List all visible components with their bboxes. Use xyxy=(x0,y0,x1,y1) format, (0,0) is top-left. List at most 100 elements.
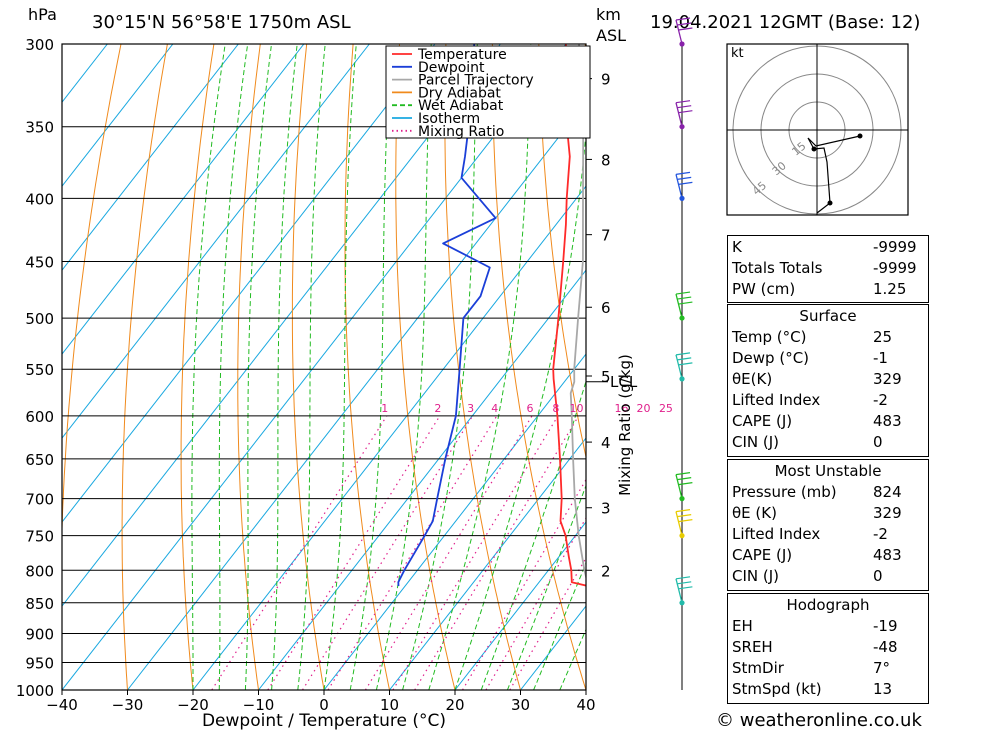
wind-barb-flag xyxy=(677,105,692,109)
wind-barb-flag xyxy=(675,17,691,21)
dewpoint-line xyxy=(397,44,497,587)
x-tick-label: −20 xyxy=(177,696,209,714)
surface-temp-label: Temp (°C) xyxy=(732,328,807,346)
wind-barb-flag xyxy=(677,514,692,518)
legend-entry-label: Wet Adiabat xyxy=(418,98,504,114)
km-tick-label: 3 xyxy=(601,500,611,518)
mu-theta-e-label: θE (K) xyxy=(732,504,777,522)
wet-adiabat-line xyxy=(323,44,357,690)
wind-barb-flag xyxy=(678,586,693,590)
totals-totals-label: Totals Totals xyxy=(732,259,823,277)
surface-theta-e-label: θE(K) xyxy=(732,370,773,388)
mu-cape-value: 483 xyxy=(873,546,902,564)
isotherm-line xyxy=(454,521,586,690)
most-unstable-panel: Most Unstable Pressure (mb) 824 θE (K) 3… xyxy=(727,459,929,591)
isotherm-line xyxy=(258,269,586,690)
surface-dewp-value: -1 xyxy=(873,349,888,367)
mixing-ratio-line xyxy=(414,415,580,690)
wind-barb-flag xyxy=(675,509,691,513)
pressure-unit-label: hPa xyxy=(28,5,57,24)
mu-cin-value: 0 xyxy=(873,567,883,585)
k-index-value: -9999 xyxy=(873,238,917,256)
wet-adiabat-line xyxy=(454,125,586,690)
mixing-ratio-labels: 1 2 3 4 6 8 10 16 20 25 xyxy=(381,402,673,415)
stmspd-row: StmSpd (kt) 13 xyxy=(728,679,928,700)
hodograph-point xyxy=(811,146,817,152)
sreh-row: SREH -48 xyxy=(728,637,928,658)
wind-barb-staff xyxy=(675,293,683,319)
wind-barb-flag xyxy=(675,352,691,356)
mu-cin-row: CIN (J) 0 xyxy=(728,566,928,587)
mixing-ratio-label: 1 xyxy=(381,402,388,415)
wind-barb-flag xyxy=(678,181,693,185)
wind-barb-flag xyxy=(678,301,693,305)
mu-pressure-value: 824 xyxy=(873,483,902,501)
wind-barb-flag xyxy=(675,100,691,104)
legend-entry-label: Temperature xyxy=(417,47,507,63)
wind-barb-flag xyxy=(677,22,692,26)
wind-barb-flag xyxy=(675,576,691,580)
isotherm-line xyxy=(62,44,436,523)
eh-value: -19 xyxy=(873,617,898,635)
surface-cape-label: CAPE (J) xyxy=(732,412,793,430)
isotherm-line xyxy=(323,353,586,690)
lcl-label: LCL xyxy=(610,373,638,391)
totals-totals-row: Totals Totals -9999 xyxy=(728,258,928,279)
wind-barb-flag xyxy=(677,176,692,180)
legend-entry-label: Mixing Ratio xyxy=(418,124,504,140)
datetime-title: 19.04.2021 12GMT (Base: 12) xyxy=(650,12,920,33)
isotherm-line xyxy=(389,437,586,690)
wet-adiabat-line xyxy=(297,44,326,690)
wet-adiabat-line xyxy=(533,561,586,690)
mu-pressure-label: Pressure (mb) xyxy=(732,483,837,501)
wet-adiabat-line xyxy=(349,44,392,690)
dry-adiabat-line xyxy=(491,44,586,690)
mixing-ratio-line xyxy=(364,415,533,690)
general-indices-panel: K -9999 Totals Totals -9999 PW (cm) 1.25 xyxy=(727,235,929,303)
wet-adiabat-line xyxy=(244,44,272,690)
temperature-line xyxy=(552,44,586,587)
surface-temp-value: 25 xyxy=(873,328,893,346)
x-tick-label: 20 xyxy=(445,696,464,714)
stmdir-row: StmDir 7° xyxy=(728,658,928,679)
sreh-label: SREH xyxy=(732,638,773,656)
mixing-ratio-label: 3 xyxy=(467,402,474,415)
mixing-ratio-label: 2 xyxy=(434,402,441,415)
surface-dewp-row: Dewp (°C) -1 xyxy=(728,348,928,369)
mixing-ratio-line xyxy=(509,556,586,690)
pressure-tick-label: 1000 xyxy=(16,682,54,700)
dry-adiabat-line xyxy=(538,44,586,460)
hodograph-indices-panel: Hodograph EH -19 SREH -48 StmDir 7° StmS… xyxy=(727,593,929,704)
km-tick-label: 8 xyxy=(601,151,611,169)
mu-cape-row: CAPE (J) 483 xyxy=(728,545,928,566)
mu-lifted-index-value: -2 xyxy=(873,525,888,543)
mixing-ratio-line xyxy=(301,415,474,690)
km-unit-label: km xyxy=(596,5,621,24)
hodograph-unit-label: kt xyxy=(731,46,744,61)
pressure-tick-label: 950 xyxy=(25,654,54,672)
mu-lifted-index-row: Lifted Index -2 xyxy=(728,524,928,545)
hodograph-point xyxy=(857,133,863,139)
site-credit: © weatheronline.co.uk xyxy=(716,710,922,731)
pressure-tick-label: 550 xyxy=(25,361,54,379)
isotherm-line xyxy=(62,44,501,607)
sreh-value: -48 xyxy=(873,638,898,656)
mixing-ratio-label: 6 xyxy=(527,402,534,415)
surface-cape-row: CAPE (J) 483 xyxy=(728,411,928,432)
x-tick-label: −30 xyxy=(112,696,144,714)
mu-lifted-index-label: Lifted Index xyxy=(732,525,821,543)
legend-entry-label: Dry Adiabat xyxy=(418,85,501,101)
surface-lifted-index-row: Lifted Index -2 xyxy=(728,390,928,411)
stmspd-label: StmSpd (kt) xyxy=(732,680,822,698)
mu-pressure-row: Pressure (mb) 824 xyxy=(728,482,928,503)
hodograph-trace xyxy=(807,135,861,214)
mixing-ratio-label: 25 xyxy=(659,402,673,415)
pressure-tick-label: 750 xyxy=(25,528,54,546)
km-tick-label: 7 xyxy=(601,227,611,245)
eh-row: EH -19 xyxy=(728,616,928,637)
wind-barb-flag xyxy=(678,110,693,114)
surface-cin-value: 0 xyxy=(873,433,883,451)
wet-adiabat-line xyxy=(218,44,249,690)
